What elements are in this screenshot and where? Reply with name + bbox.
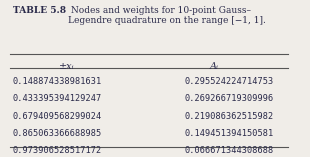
Text: Nodes and weights for 10-point Gauss–
Legendre quadrature on the range [−1, 1].: Nodes and weights for 10-point Gauss– Le… [68,6,266,25]
Text: ±xᵢ: ±xᵢ [59,62,74,71]
Text: 0.219086362515982: 0.219086362515982 [184,111,274,121]
Text: 0.679409568299024: 0.679409568299024 [13,111,102,121]
Text: 0.149451394150581: 0.149451394150581 [184,129,274,138]
Text: 0.973906528517172: 0.973906528517172 [13,146,102,155]
Text: Aᵢ: Aᵢ [210,62,219,71]
Text: 0.295524224714753: 0.295524224714753 [184,77,274,86]
Text: 0.433395394129247: 0.433395394129247 [13,94,102,103]
Text: 0.066671344308688: 0.066671344308688 [184,146,274,155]
Text: 0.269266719309996: 0.269266719309996 [184,94,274,103]
Text: 0.148874338981631: 0.148874338981631 [13,77,102,86]
Text: TABLE 5.8: TABLE 5.8 [13,6,66,15]
Text: 0.865063366688985: 0.865063366688985 [13,129,102,138]
